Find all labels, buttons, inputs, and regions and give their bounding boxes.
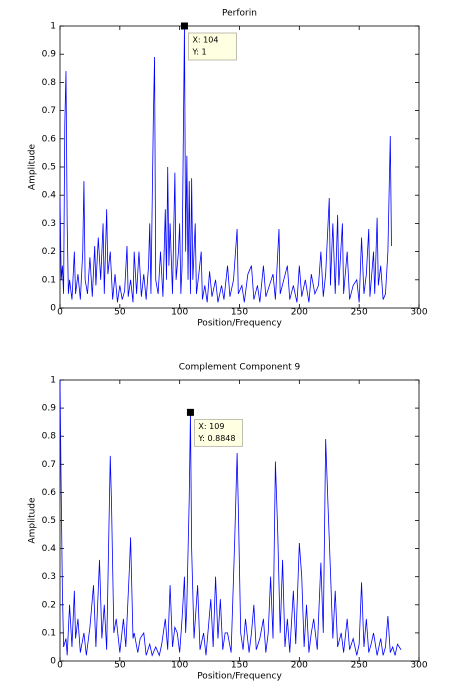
x-tick-label: 200	[291, 661, 308, 671]
x-axis-label: Position/Frequency	[197, 319, 282, 329]
x-tick-label: 0	[57, 661, 63, 671]
y-tick-label: 0.4	[42, 544, 57, 554]
chart-title: Complement Component 9	[179, 363, 301, 373]
x-tick-label: 100	[171, 661, 188, 671]
y-tick-label: 0.8	[42, 78, 57, 88]
y-tick-label: 0.3	[42, 219, 56, 229]
datatip-box	[188, 32, 237, 61]
y-tick-label: 0.5	[42, 516, 56, 526]
y-tick-label: 0.9	[42, 50, 57, 60]
x-tick-label: 250	[351, 661, 368, 671]
y-tick-label: 0.7	[42, 460, 56, 470]
x-tick-label: 250	[351, 308, 368, 318]
x-tick-label: 50	[114, 308, 126, 318]
datatip-y: Y: 0.8848	[197, 434, 235, 443]
y-axis-label: Amplitude	[28, 497, 38, 544]
chart-title: Perforin	[222, 9, 257, 19]
x-tick-label: 100	[171, 308, 188, 318]
y-tick-label: 0.5	[42, 163, 56, 173]
y-tick-label: 1	[50, 22, 56, 32]
y-tick-label: 0.2	[42, 600, 56, 610]
y-tick-label: 0.1	[42, 275, 56, 285]
axes-box	[59, 25, 420, 309]
x-tick-label: 150	[231, 308, 248, 318]
datatip-marker	[186, 408, 194, 416]
datatip-box	[194, 418, 243, 447]
y-tick-label: 0	[50, 304, 56, 314]
y-tick-label: 0.6	[42, 134, 57, 144]
y-tick-label: 0.9	[42, 404, 57, 414]
y-tick-label: 0.7	[42, 106, 56, 116]
y-tick-label: 0	[50, 657, 56, 667]
x-tick-label: 50	[114, 661, 126, 671]
x-axis-label: Position/Frequency	[197, 672, 282, 682]
y-tick-label: 0.4	[42, 191, 57, 201]
x-tick-label: 300	[410, 661, 427, 671]
y-tick-label: 0.2	[42, 247, 56, 257]
datatip-x: X: 109	[198, 422, 224, 431]
x-tick-label: 300	[410, 308, 427, 318]
datatip-x: X: 104	[192, 36, 218, 45]
y-tick-label: 0.6	[42, 488, 57, 498]
y-tick-label: 1	[50, 376, 56, 386]
x-tick-label: 150	[231, 661, 248, 671]
x-tick-label: 200	[291, 308, 308, 318]
data-line	[59, 379, 402, 657]
datatip-marker	[180, 22, 188, 30]
datatip-y: Y: 1	[191, 48, 206, 57]
y-axis-label: Amplitude	[28, 143, 38, 190]
x-tick-label: 0	[57, 308, 63, 318]
y-tick-label: 0.1	[42, 628, 56, 638]
y-tick-label: 0.3	[42, 572, 56, 582]
y-tick-label: 0.8	[42, 432, 57, 442]
data-line	[59, 25, 392, 303]
